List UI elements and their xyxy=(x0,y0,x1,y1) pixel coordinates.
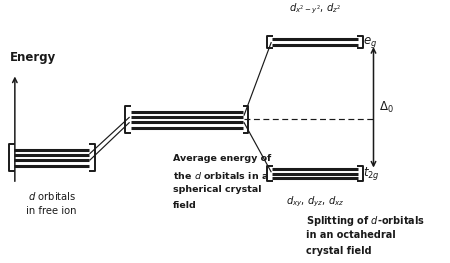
Text: field: field xyxy=(173,201,197,210)
Text: $d_{xy}$, $d_{yz}$, $d_{xz}$: $d_{xy}$, $d_{yz}$, $d_{xz}$ xyxy=(286,195,344,209)
Text: crystal field: crystal field xyxy=(306,246,372,256)
Text: in free ion: in free ion xyxy=(27,206,77,216)
Text: $\Delta_0$: $\Delta_0$ xyxy=(379,100,394,115)
Text: in an octahedral: in an octahedral xyxy=(306,230,396,240)
Text: Average energy of: Average energy of xyxy=(173,154,271,163)
Text: $d$ orbitals: $d$ orbitals xyxy=(27,190,76,202)
Text: Splitting of $d$-orbitals: Splitting of $d$-orbitals xyxy=(306,214,425,228)
Text: $e_g$: $e_g$ xyxy=(363,34,377,50)
Text: $d_{x^2- y^2}$, $d_{z^2}$: $d_{x^2- y^2}$, $d_{z^2}$ xyxy=(289,1,341,16)
Text: spherical crystal: spherical crystal xyxy=(173,185,262,194)
Text: $t_{2g}$: $t_{2g}$ xyxy=(363,165,380,182)
Text: the $d$ orbitals in a: the $d$ orbitals in a xyxy=(173,170,269,181)
Text: Energy: Energy xyxy=(10,52,56,64)
